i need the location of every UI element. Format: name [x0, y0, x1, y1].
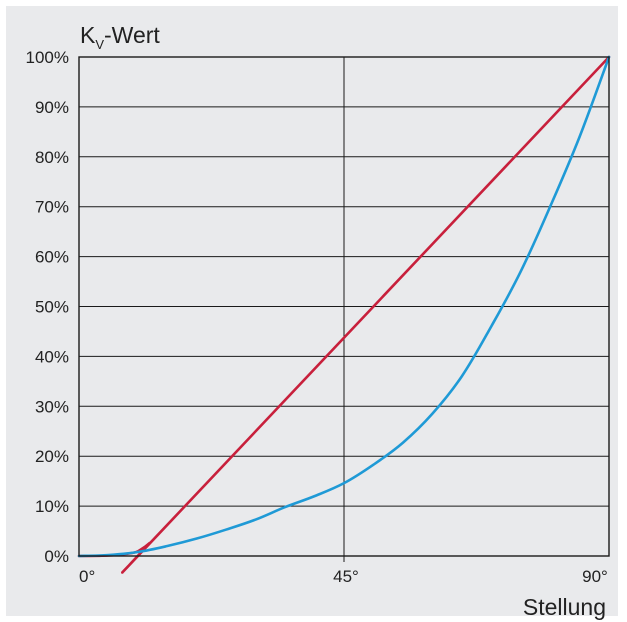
x-tick-label: 0°: [79, 567, 95, 586]
y-tick-label: 10%: [35, 497, 69, 516]
tick-labels: 0% 10% 20% 30% 40% 50% 60% 70% 80% 90% 100% 0° 45° 90…: [26, 48, 608, 586]
y-tick-label: 0%: [44, 547, 69, 566]
x-axis-title: Stellung: [523, 594, 606, 620]
y-tick-label: 40%: [35, 347, 69, 366]
y-axis-title: KV-Wert: [80, 22, 160, 52]
y-tick-label: 100%: [26, 48, 69, 67]
y-tick-label: 20%: [35, 447, 69, 466]
y-axis-title-suffix: -Wert: [104, 22, 160, 48]
series-lines: [77, 55, 611, 574]
y-tick-label: 30%: [35, 397, 69, 416]
y-axis-title-subscript: V: [95, 37, 104, 52]
y-tick-label: 70%: [35, 198, 69, 217]
x-tick-label: 45°: [333, 567, 359, 586]
grid: [79, 57, 609, 562]
y-tick-label: 60%: [35, 248, 69, 267]
x-tick-label: 90°: [582, 567, 608, 586]
y-tick-label: 50%: [35, 298, 69, 317]
y-axis-title-main: K: [80, 22, 96, 48]
chart-panel: [6, 6, 618, 616]
series-line-2: [77, 55, 611, 558]
y-tick-label: 80%: [35, 148, 69, 167]
y-tick-label: 90%: [35, 98, 69, 117]
plot-frame: [78, 56, 610, 557]
